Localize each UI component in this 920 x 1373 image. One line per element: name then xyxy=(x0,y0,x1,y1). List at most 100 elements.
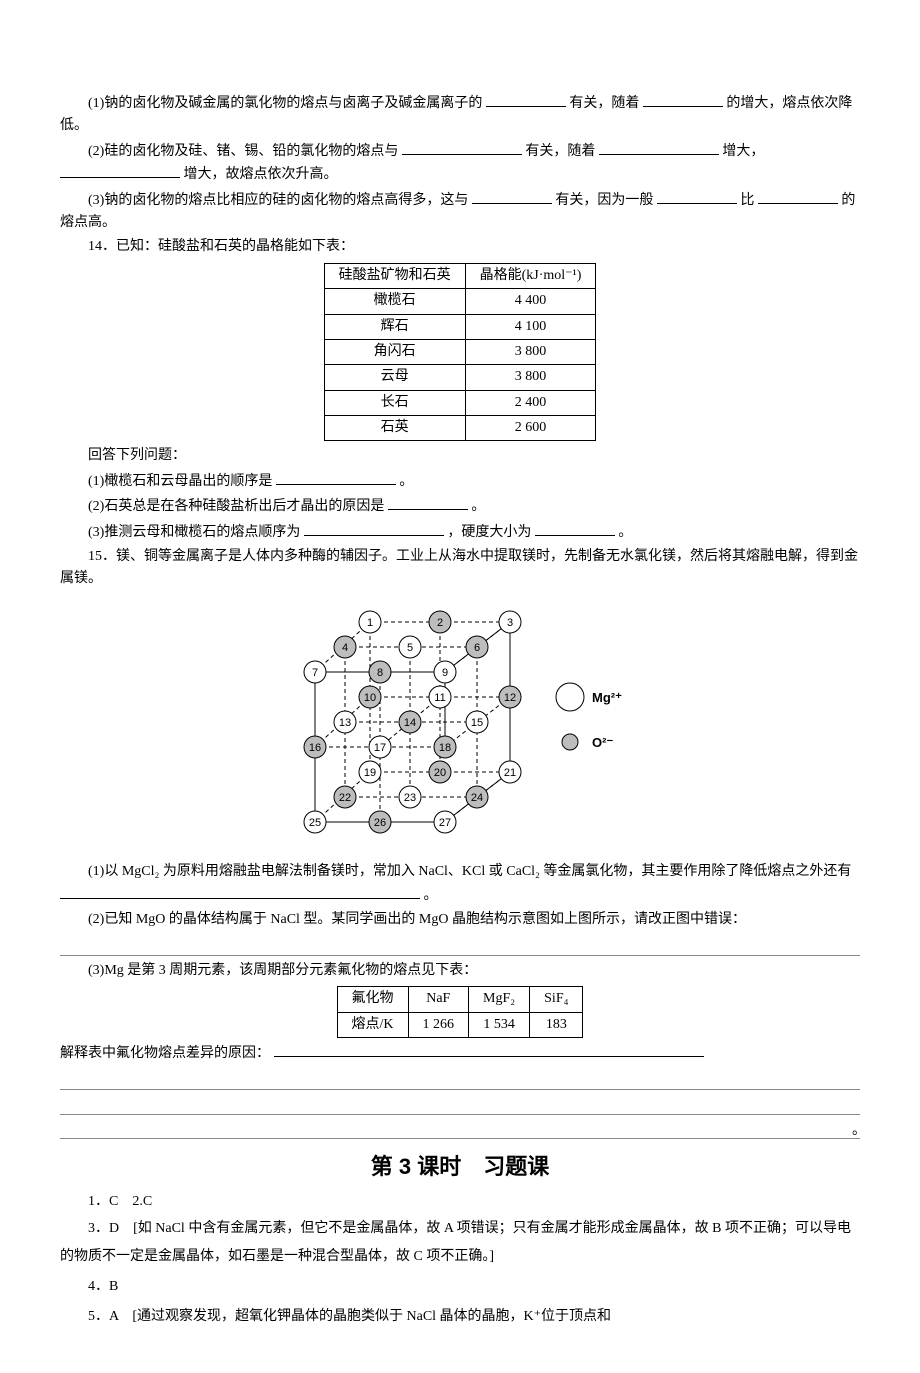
svg-text:25: 25 xyxy=(309,817,321,829)
q2-b: 有关，随着 xyxy=(525,144,595,159)
q3-c: 比 xyxy=(740,193,754,208)
td: 183 xyxy=(530,1012,583,1037)
td: SiF₄ xyxy=(530,987,583,1012)
section-title: 第 3 课时 习题课 xyxy=(60,1149,860,1184)
ans-1: 1．C 2.C xyxy=(60,1191,860,1213)
svg-text:O²⁻: O²⁻ xyxy=(592,735,613,750)
q15-sub2: (2)已知 MgO 的晶体结构属于 NaCl 型。某同学画出的 MgO 晶胞结构… xyxy=(60,909,860,931)
svg-text:1: 1 xyxy=(367,617,373,629)
q14-sub3: (3)推测云母和橄榄石的熔点顺序为 ，硬度大小为 。 xyxy=(60,521,860,544)
blank xyxy=(599,140,719,155)
svg-text:3: 3 xyxy=(507,617,513,629)
q1-text: (1)钠的卤化物及碱金属的氯化物的熔点与卤离子及碱金属离子的 有关，随着 的增大… xyxy=(60,92,860,138)
ans-4: 4．B xyxy=(60,1273,860,1301)
td: 2 400 xyxy=(465,390,596,415)
td: 辉石 xyxy=(324,314,465,339)
td: 4 100 xyxy=(465,314,596,339)
svg-text:21: 21 xyxy=(504,767,516,779)
q3-text: (3)钠的卤化物的熔点比相应的硅的卤化物的熔点高得多，这与 有关，因为一般 比 … xyxy=(60,189,860,235)
ans-3: 3．D [如 NaCl 中含有金属元素，但它不是金属晶体，故 A 项错误；只有金… xyxy=(60,1215,860,1271)
t: ，硬度大小为 xyxy=(447,525,531,540)
svg-text:16: 16 xyxy=(309,742,321,754)
blank xyxy=(535,521,615,536)
q15-sub3: (3)Mg 是第 3 周期元素，该周期部分元素氟化物的熔点见下表： xyxy=(60,960,860,982)
svg-text:20: 20 xyxy=(434,767,446,779)
td: 石英 xyxy=(324,416,465,441)
td: 2 600 xyxy=(465,416,596,441)
svg-text:22: 22 xyxy=(339,792,351,804)
t: (3)推测云母和橄榄石的熔点顺序为 xyxy=(88,525,300,540)
svg-text:9: 9 xyxy=(442,667,448,679)
svg-text:10: 10 xyxy=(364,692,376,704)
svg-text:12: 12 xyxy=(504,692,516,704)
q2-d: 增大，故熔点依次升高。 xyxy=(184,167,338,182)
svg-text:23: 23 xyxy=(404,792,416,804)
svg-text:11: 11 xyxy=(434,692,445,704)
blank xyxy=(402,140,522,155)
blank xyxy=(486,92,566,107)
td: 长石 xyxy=(324,390,465,415)
td: 1 534 xyxy=(469,1012,530,1037)
blank xyxy=(60,884,420,899)
svg-text:Mg²⁺: Mg²⁺ xyxy=(592,690,622,705)
q15-explain: 解释表中氟化物熔点差异的原因： xyxy=(60,1042,860,1065)
answer-line xyxy=(60,1094,860,1115)
ans-5: 5．A [通过观察发现，超氧化钾晶体的晶胞类似于 NaCl 晶体的晶胞，K⁺位于… xyxy=(60,1303,860,1331)
t: 。 xyxy=(471,499,485,514)
q14-sub2: (2)石英总是在各种硅酸盐析出后才晶出的原因是 。 xyxy=(60,495,860,518)
answer-line xyxy=(60,935,860,956)
t: 。 xyxy=(618,525,632,540)
q1-a: (1)钠的卤化物及碱金属的氯化物的熔点与卤离子及碱金属离子的 xyxy=(88,96,482,111)
blank xyxy=(758,189,838,204)
q14-stem: 14．已知：硅酸盐和石英的晶格能如下表： xyxy=(60,236,860,258)
q15-sub1: (1)以 MgCl₂ 为原料用熔融盐电解法制备镁时，常加入 NaCl、KCl 或… xyxy=(60,861,860,907)
td: 4 400 xyxy=(465,289,596,314)
q2-c: 增大， xyxy=(722,144,764,159)
svg-text:5: 5 xyxy=(407,642,413,654)
td: NaF xyxy=(408,987,469,1012)
td: 云母 xyxy=(324,365,465,390)
t: (2)石英总是在各种硅酸盐析出后才晶出的原因是 xyxy=(88,499,384,514)
t: 。 xyxy=(424,888,438,903)
svg-text:4: 4 xyxy=(342,642,348,654)
t: 解释表中氟化物熔点差异的原因： xyxy=(60,1046,270,1061)
q14-table: 硅酸盐矿物和石英 晶格能(kJ·mol⁻¹) 橄榄石4 400 辉石4 100 … xyxy=(324,263,597,442)
q14-sub0: 回答下列问题： xyxy=(60,445,860,467)
q3-a: (3)钠的卤化物的熔点比相应的硅的卤化物的熔点高得多，这与 xyxy=(88,193,468,208)
svg-text:15: 15 xyxy=(471,717,483,729)
blank xyxy=(60,163,180,178)
q15-diagram: 1234567891011121314151617181920212223242… xyxy=(60,597,860,855)
q14-sub1: (1)橄榄石和云母晶出的顺序是 。 xyxy=(60,470,860,493)
t: 。 xyxy=(399,474,413,489)
td: 角闪石 xyxy=(324,339,465,364)
q15-table2: 氟化物 NaF MgF₂ SiF₄ 熔点/K 1 266 1 534 183 xyxy=(337,986,584,1038)
blank xyxy=(304,521,444,536)
svg-text:6: 6 xyxy=(474,642,480,654)
svg-text:26: 26 xyxy=(374,817,386,829)
blank xyxy=(276,470,396,485)
td: MgF₂ xyxy=(469,987,530,1012)
svg-text:13: 13 xyxy=(339,717,351,729)
svg-text:7: 7 xyxy=(312,667,318,679)
svg-text:19: 19 xyxy=(364,767,376,779)
q1-b: 有关，随着 xyxy=(569,96,639,111)
q2-a: (2)硅的卤化物及硅、锗、锡、铅的氯化物的熔点与 xyxy=(88,144,398,159)
blank xyxy=(274,1042,704,1057)
td: 氟化物 xyxy=(337,987,408,1012)
q3-b: 有关，因为一般 xyxy=(555,193,653,208)
answer-line xyxy=(60,1070,860,1091)
td: 橄榄石 xyxy=(324,289,465,314)
svg-text:2: 2 xyxy=(437,617,443,629)
td: 3 800 xyxy=(465,365,596,390)
blank xyxy=(388,495,468,510)
td: 熔点/K xyxy=(337,1012,408,1037)
svg-text:8: 8 xyxy=(377,667,383,679)
svg-text:27: 27 xyxy=(439,817,451,829)
q2-text: (2)硅的卤化物及硅、锗、锡、铅的氯化物的熔点与 有关，随着 增大， 增大，故熔… xyxy=(60,140,860,187)
td: 3 800 xyxy=(465,339,596,364)
q15-stem: 15．镁、铜等金属离子是人体内多种酶的辅因子。工业上从海水中提取镁时，先制备无水… xyxy=(60,546,860,591)
blank xyxy=(472,189,552,204)
t: (1)以 MgCl₂ 为原料用熔融盐电解法制备镁时，常加入 NaCl、KCl 或… xyxy=(88,864,851,879)
svg-text:18: 18 xyxy=(439,742,451,754)
blank xyxy=(657,189,737,204)
